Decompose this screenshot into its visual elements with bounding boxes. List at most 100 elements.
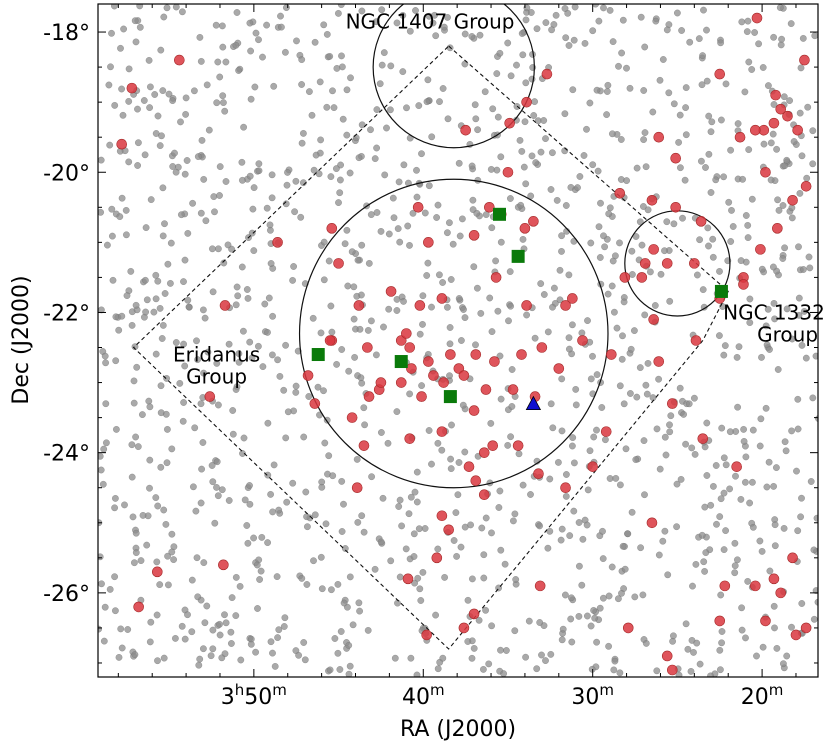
- background-galaxy-point: [98, 156, 105, 164]
- background-galaxy-point: [99, 480, 107, 488]
- background-galaxy-point: [459, 401, 467, 409]
- background-galaxy-point: [159, 232, 167, 240]
- background-galaxy-point: [596, 254, 604, 261]
- background-galaxy-point: [718, 424, 726, 432]
- background-galaxy-point: [446, 340, 454, 348]
- background-galaxy-point: [196, 655, 204, 663]
- background-galaxy-point: [557, 536, 565, 544]
- background-galaxy-point: [471, 101, 479, 109]
- background-galaxy-point: [102, 359, 110, 367]
- background-galaxy-point: [686, 38, 694, 46]
- background-galaxy-point: [512, 576, 520, 583]
- background-galaxy-point: [523, 311, 531, 319]
- member-galaxy-point: [690, 335, 702, 346]
- background-galaxy-point: [305, 88, 313, 96]
- member-galaxy-point: [470, 349, 482, 360]
- background-galaxy-point: [191, 424, 199, 432]
- background-galaxy-point: [502, 647, 510, 654]
- background-galaxy-point: [593, 371, 601, 379]
- member-galaxy-point: [395, 377, 407, 388]
- member-galaxy-point: [533, 468, 544, 479]
- background-galaxy-point: [333, 360, 341, 368]
- background-galaxy-point: [741, 88, 749, 96]
- background-galaxy-point: [101, 352, 109, 360]
- background-galaxy-point: [167, 239, 175, 247]
- background-galaxy-point: [473, 284, 481, 292]
- background-galaxy-point: [297, 213, 305, 221]
- background-galaxy-point: [102, 400, 110, 408]
- background-galaxy-point: [470, 263, 478, 271]
- background-galaxy-point: [709, 235, 717, 243]
- background-galaxy-point: [749, 426, 757, 434]
- x-tick-label: 40m: [402, 681, 445, 710]
- background-galaxy-point: [424, 76, 432, 84]
- background-galaxy-point: [702, 549, 710, 557]
- background-galaxy-point: [365, 259, 373, 267]
- member-galaxy-point: [431, 552, 443, 564]
- background-galaxy-point: [616, 481, 624, 489]
- member-galaxy-point: [799, 54, 810, 66]
- background-galaxy-point: [646, 268, 654, 276]
- background-galaxy-point: [811, 32, 818, 40]
- background-galaxy-point: [419, 320, 426, 328]
- background-galaxy-point: [468, 33, 476, 40]
- x-tick-label: 20m: [741, 681, 784, 710]
- background-galaxy-point: [745, 58, 753, 66]
- background-galaxy-point: [146, 484, 153, 492]
- background-galaxy-point: [261, 300, 269, 308]
- background-galaxy-point: [111, 504, 119, 512]
- background-galaxy-point: [380, 323, 387, 331]
- background-galaxy-point: [769, 263, 777, 271]
- background-galaxy-point: [576, 173, 584, 180]
- background-galaxy-point: [536, 619, 544, 626]
- background-galaxy-point: [364, 626, 372, 634]
- background-galaxy-point: [703, 26, 710, 34]
- group-center-square: [443, 390, 457, 404]
- background-galaxy-point: [707, 189, 715, 196]
- background-galaxy-point: [106, 585, 114, 593]
- member-galaxy-point: [460, 124, 471, 136]
- background-galaxy-point: [481, 88, 489, 96]
- background-galaxy-point: [232, 573, 240, 581]
- background-galaxy-point: [716, 513, 724, 521]
- background-galaxy-point: [606, 6, 614, 14]
- group-circle: [298, 178, 609, 489]
- x-tick-label: 30m: [571, 681, 614, 710]
- background-galaxy-point: [732, 472, 739, 480]
- background-galaxy-point: [199, 439, 207, 446]
- member-galaxy-point: [438, 377, 449, 388]
- background-galaxy-point: [447, 465, 455, 473]
- background-galaxy-point: [247, 47, 255, 55]
- background-galaxy-point: [608, 130, 616, 138]
- background-galaxy-point: [163, 4, 171, 12]
- background-galaxy-point: [222, 178, 230, 185]
- background-galaxy-point: [781, 244, 789, 252]
- background-galaxy-point: [712, 176, 720, 184]
- background-galaxy-point: [806, 264, 814, 272]
- background-galaxy-point: [252, 648, 260, 656]
- background-galaxy-point: [584, 486, 592, 494]
- background-galaxy-point: [232, 386, 240, 393]
- background-galaxy-point: [497, 646, 504, 654]
- background-galaxy-point: [488, 622, 496, 630]
- background-galaxy-point: [558, 247, 565, 255]
- background-galaxy-point: [593, 638, 601, 646]
- background-galaxy-point: [424, 259, 432, 267]
- background-galaxy-point: [373, 144, 381, 152]
- background-galaxy-point: [472, 341, 479, 349]
- background-galaxy-point: [716, 267, 723, 275]
- background-galaxy-point: [641, 491, 648, 499]
- background-galaxy-point: [608, 563, 616, 571]
- member-galaxy-point: [218, 559, 229, 571]
- member-galaxy-point: [512, 440, 524, 451]
- background-galaxy-point: [327, 173, 335, 181]
- background-galaxy-point: [540, 117, 548, 124]
- background-galaxy-point: [233, 283, 241, 291]
- background-galaxy-point: [777, 41, 785, 49]
- background-galaxy-point: [170, 556, 178, 564]
- background-galaxy-point: [480, 551, 488, 559]
- background-galaxy-point: [411, 488, 419, 496]
- member-galaxy-point: [646, 194, 658, 206]
- member-galaxy-point: [775, 103, 787, 115]
- background-galaxy-point: [111, 607, 119, 615]
